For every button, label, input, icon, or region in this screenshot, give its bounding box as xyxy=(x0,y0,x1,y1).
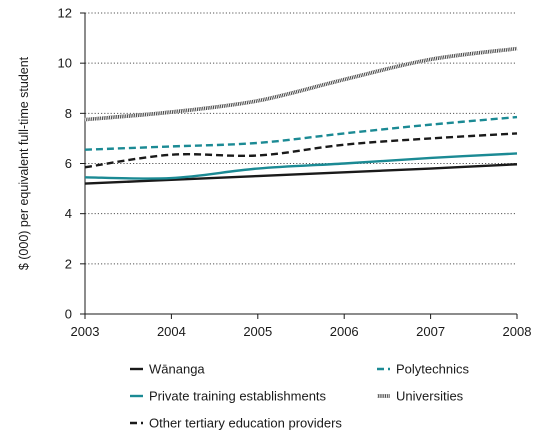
legend-label: Polytechnics xyxy=(396,362,469,377)
y-axis-title: $ (000) per equivalent full-time student xyxy=(17,56,31,270)
x-tick-label: 2006 xyxy=(330,324,359,339)
y-tick-label: 10 xyxy=(58,56,72,71)
x-axis-ticks: 2003 2004 2005 2006 2007 2008 xyxy=(71,314,532,339)
x-tick-label: 2008 xyxy=(503,324,532,339)
legend-item: Private training establishments xyxy=(130,389,327,404)
y-tick-label: 4 xyxy=(65,206,72,221)
y-tick-label: 0 xyxy=(65,307,72,322)
series-line-w-nanga-path xyxy=(84,163,518,185)
y-tick-label: 2 xyxy=(65,256,72,271)
series-line-polytechnics xyxy=(84,115,518,151)
legend-label: Wānanga xyxy=(149,362,205,377)
legend-item: Wānanga xyxy=(130,362,205,377)
legend-label: Private training establishments xyxy=(149,389,327,404)
series-line-private-training-establishments-path xyxy=(84,152,518,180)
x-tick-label: 2007 xyxy=(416,324,445,339)
x-tick-label: 2005 xyxy=(243,324,272,339)
legend-item: Other tertiary education providers xyxy=(130,416,342,431)
series-line-universities xyxy=(84,46,518,122)
x-tick-label: 2004 xyxy=(157,324,186,339)
legend-item: Universities xyxy=(377,389,464,404)
series-line-other-tertiary-education-providers xyxy=(84,132,518,169)
series-lines xyxy=(84,46,518,185)
series-line-universities-outer xyxy=(84,46,518,122)
y-tick-label: 6 xyxy=(65,156,72,171)
series-line-private-training-establishments xyxy=(84,152,518,180)
y-tick-label: 12 xyxy=(58,6,72,21)
legend-label: Universities xyxy=(396,389,464,404)
legend: Wānanga Private training establishments Ot… xyxy=(130,362,469,431)
y-axis-ticks: 0 2 4 6 8 10 12 xyxy=(58,6,85,322)
gridlines xyxy=(85,12,517,265)
series-line-universities-hatch xyxy=(84,46,518,122)
legend-label: Other tertiary education providers xyxy=(149,416,342,431)
series-line-w-nanga xyxy=(84,163,518,185)
legend-item: Polytechnics xyxy=(377,362,469,377)
series-line-other-tertiary-education-providers-path xyxy=(84,132,518,169)
series-line-polytechnics-path xyxy=(84,115,518,151)
x-tick-label: 2003 xyxy=(71,324,100,339)
y-tick-label: 8 xyxy=(65,106,72,121)
